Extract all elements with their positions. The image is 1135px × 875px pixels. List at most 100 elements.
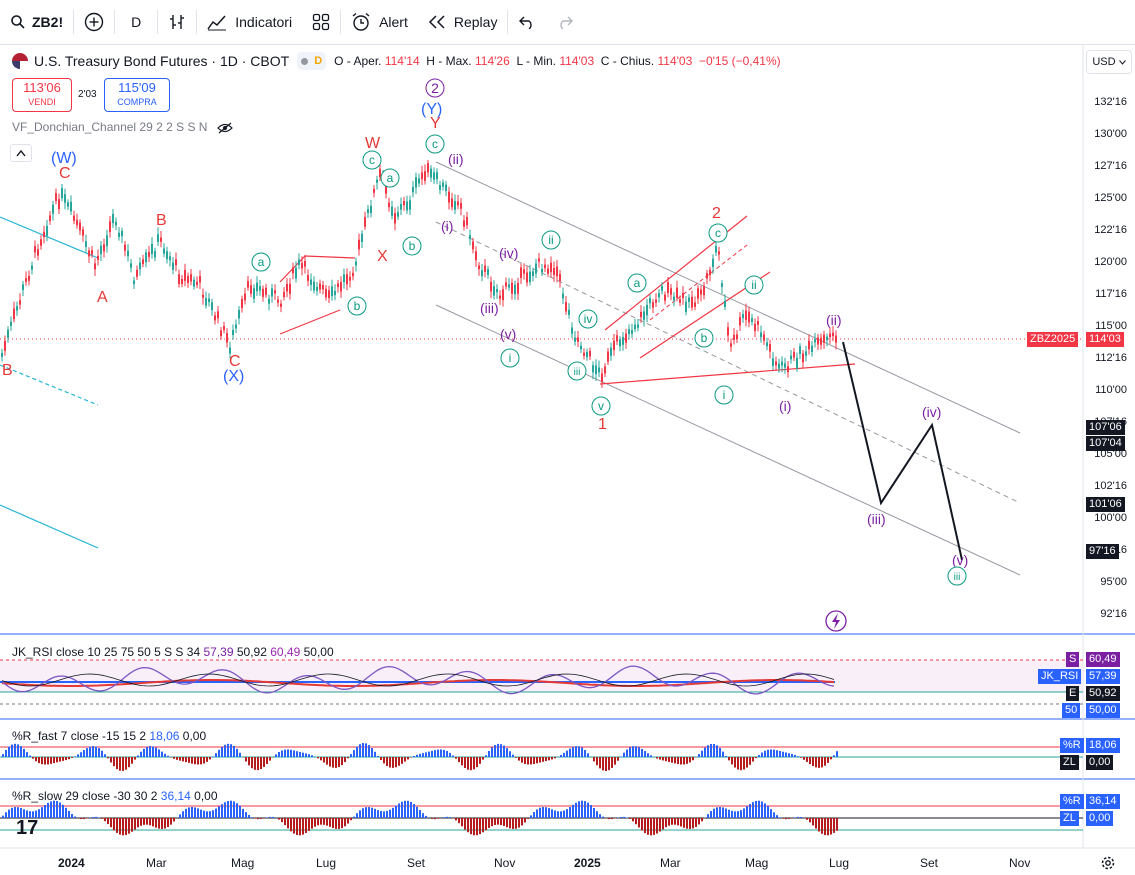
wave-label: b [354, 299, 361, 313]
market-status-pill[interactable]: D [297, 52, 327, 70]
tradingview-logo-icon[interactable]: 17 [16, 817, 38, 839]
histogram-bar [758, 755, 760, 757]
histogram-bar [593, 807, 595, 818]
projection-path[interactable] [842, 341, 963, 561]
histogram-bar [287, 749, 289, 757]
cyan-trendline-lower[interactable] [0, 504, 99, 549]
histogram-bar [548, 757, 550, 761]
candle-body [229, 347, 231, 354]
histogram-bar [77, 754, 79, 757]
histogram-bar [722, 807, 724, 818]
candle-body [574, 337, 576, 342]
candle-body [643, 311, 645, 320]
currency-select[interactable]: USD [1086, 50, 1132, 74]
symbol-search[interactable]: ZB2! [0, 0, 73, 44]
candle-body [568, 309, 570, 315]
candle-body [136, 269, 138, 277]
candles-series[interactable] [1, 159, 837, 388]
undo-button[interactable] [508, 0, 546, 44]
histogram-bar [95, 816, 97, 818]
histogram-bar [752, 802, 754, 818]
candle-body [448, 191, 450, 203]
histogram-bar [323, 757, 325, 763]
settings-gear-icon[interactable] [1100, 855, 1116, 871]
candle-body [622, 336, 624, 345]
histogram-bar [725, 755, 727, 757]
candle-body [280, 303, 282, 307]
indicators-button[interactable]: Indicatori [197, 0, 302, 44]
sell-button[interactable]: 113'06 VENDI [12, 78, 72, 112]
histogram-bar [65, 807, 67, 818]
histogram-bar [344, 818, 346, 827]
candle-body [535, 263, 537, 274]
candle-body [781, 361, 783, 366]
channel-lower[interactable] [435, 304, 1021, 576]
compare-button[interactable] [74, 0, 114, 44]
candle-body [667, 282, 669, 293]
candle-body [829, 333, 831, 338]
wr-fast-title-text: %R_fast 7 close -15 15 2 [12, 729, 147, 743]
cyan-trendline[interactable] [0, 216, 99, 259]
histogram-bar [464, 818, 466, 830]
histogram-bar [17, 807, 19, 818]
price-axis-label: 130'00 [1094, 128, 1127, 140]
cyan-trendline-dashed[interactable] [0, 364, 99, 406]
candle-body [451, 198, 453, 208]
histogram-bar [563, 810, 565, 818]
buy-button[interactable]: 115'09 COMPRA [104, 78, 170, 112]
wave-circle [251, 252, 271, 272]
candle-body [799, 346, 801, 354]
channel-upper[interactable] [435, 161, 1021, 434]
histogram-bar [173, 757, 175, 759]
histogram-bar [32, 811, 34, 818]
candle-body [484, 265, 486, 272]
wave-circle [947, 566, 967, 586]
candle-body [457, 201, 459, 206]
price-axis-label: 120'00 [1094, 256, 1127, 268]
rsi-title[interactable]: JK_RSI close 10 25 75 50 5 S S 34 57,39 … [12, 645, 334, 659]
candle-body [10, 321, 12, 326]
wave-label: (ii) [448, 151, 464, 167]
histogram-bar [29, 811, 31, 818]
rsi-tag-50-val: 50,00 [1086, 703, 1120, 718]
wr-slow-title[interactable]: %R_slow 29 close -30 30 2 36,14 0,00 [12, 789, 218, 803]
wave-label: (v) [952, 552, 968, 568]
interval-button[interactable]: D [115, 0, 157, 44]
redo-button[interactable] [546, 0, 584, 44]
candle-body [91, 250, 93, 255]
histogram-bar [83, 818, 85, 820]
histogram-bar [749, 804, 751, 818]
rewind-icon [428, 15, 445, 29]
eye-hidden-icon[interactable] [216, 122, 233, 134]
histogram-bar [347, 757, 349, 759]
histogram-bar [752, 757, 754, 762]
histogram-bar [500, 744, 502, 757]
candle-body [790, 355, 792, 360]
red-wedge-base[interactable] [599, 363, 856, 385]
histogram-bar [176, 757, 178, 760]
replay-button[interactable]: Replay [418, 0, 508, 44]
alert-button[interactable]: Alert [341, 0, 418, 44]
overlay-indicator-title[interactable]: VF_Donchian_Channel 29 2 2 S S N [12, 120, 233, 134]
histogram-bar [107, 757, 109, 759]
wave-label: iii [574, 367, 581, 378]
histogram-bar [479, 757, 481, 764]
rsi-title-text: JK_RSI close 10 25 75 50 5 S S 34 [12, 645, 201, 659]
red-triangle-2024-lower[interactable] [279, 309, 341, 335]
layouts-button[interactable] [302, 0, 340, 44]
histogram-bar [749, 757, 751, 765]
histogram-bar [740, 810, 742, 818]
instrument-title[interactable]: U.S. Treasury Bond Futures · 1D · CBOT [34, 53, 290, 69]
histogram-bar [215, 753, 217, 757]
wr-fast-title[interactable]: %R_fast 7 close -15 15 2 18,06 0,00 [12, 729, 206, 743]
histogram-bar [248, 757, 250, 766]
candle-body [628, 329, 630, 335]
plus-circle-icon [84, 12, 104, 32]
histogram-bar [368, 745, 370, 757]
collapse-legend-button[interactable] [10, 144, 32, 162]
histogram-bar [266, 757, 268, 764]
histogram-bar [395, 757, 397, 768]
candle-body [64, 194, 66, 203]
chart-type-button[interactable] [158, 0, 196, 44]
